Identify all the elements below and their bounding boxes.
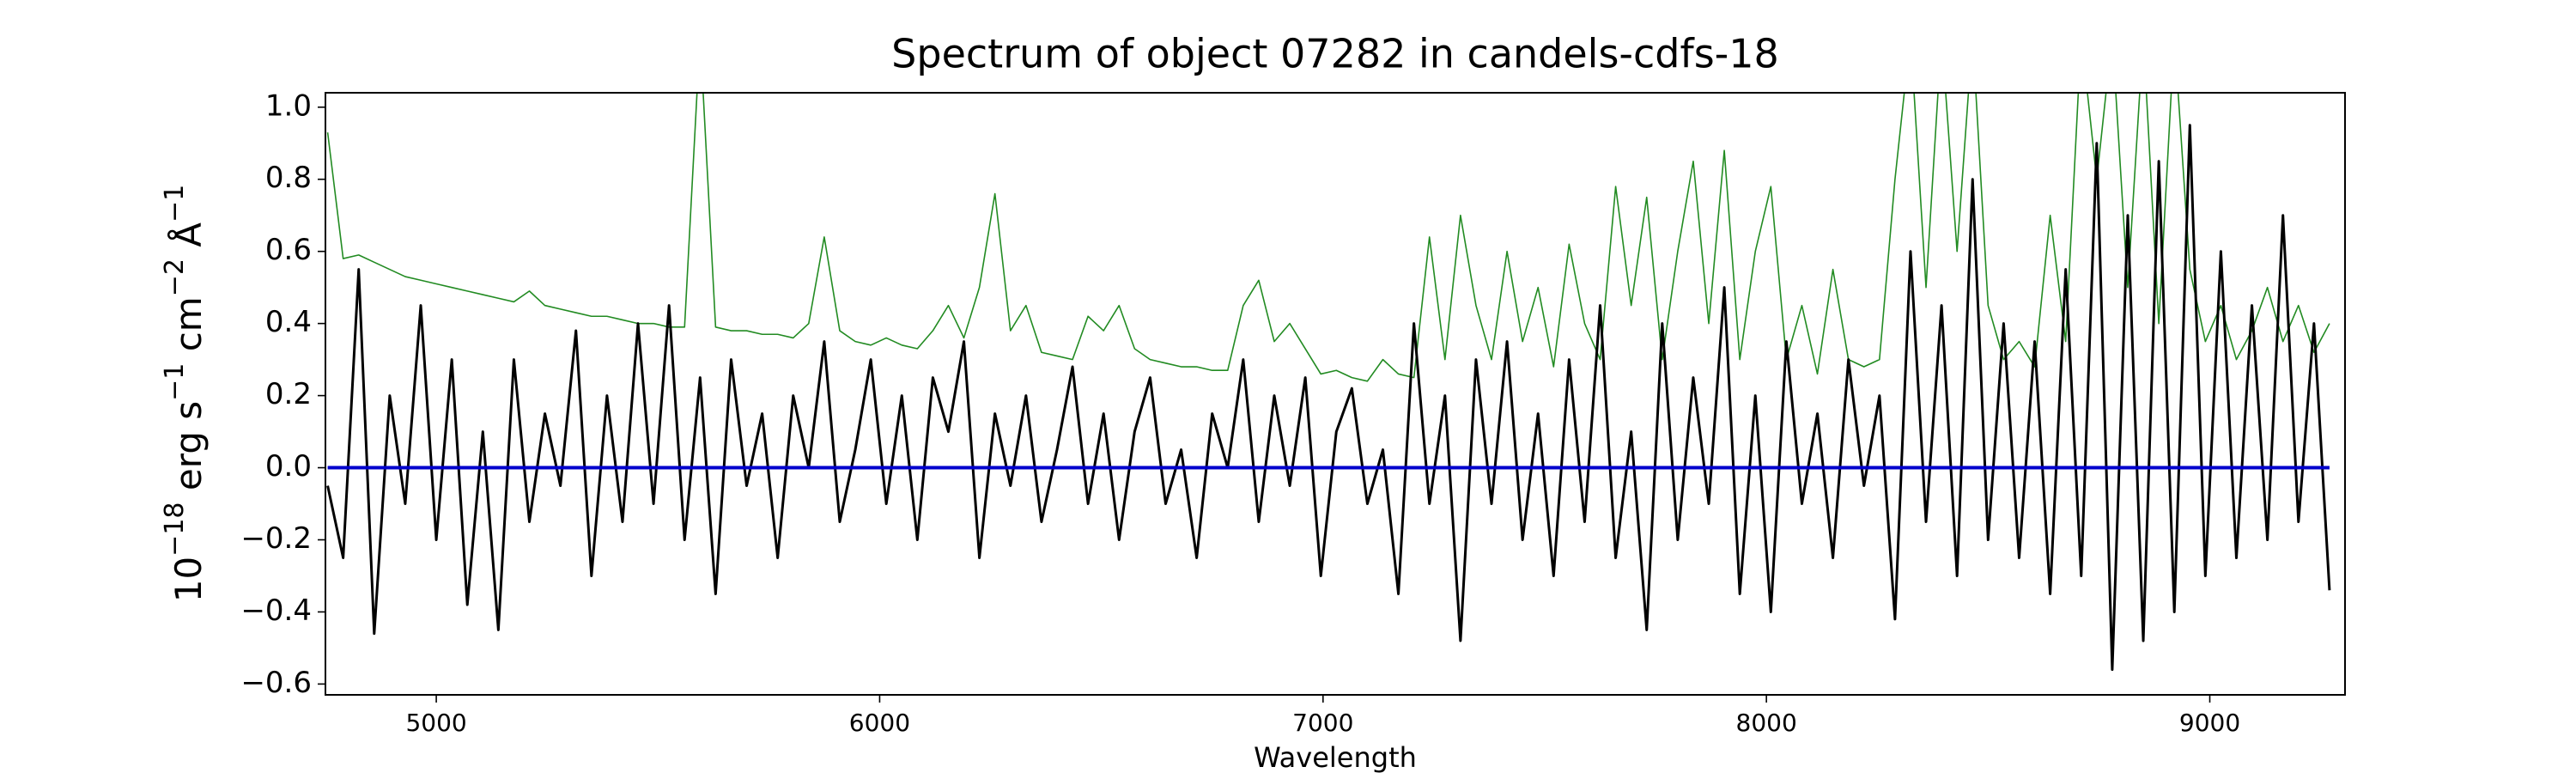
y-tick-label: 0.0: [265, 449, 312, 484]
y-axis-label-part: Å: [167, 222, 210, 259]
y-tick-label: 0.6: [265, 233, 312, 267]
plot-frame: [325, 92, 2346, 696]
x-tick-label: 6000: [849, 709, 910, 737]
y-axis-label-part: cm: [167, 296, 210, 362]
y-axis-label-part: −18: [160, 502, 190, 557]
y-axis-label-part: −1: [160, 185, 190, 222]
spectrum-line: [326, 93, 2330, 382]
y-axis-label-part: −2: [160, 259, 190, 296]
x-tick-label: 8000: [1736, 709, 1797, 737]
x-tick-label: 9000: [2179, 709, 2240, 737]
spectrum-line: [326, 124, 2331, 672]
y-tick-label: −0.4: [240, 593, 312, 628]
y-axis-label-part: 10: [167, 557, 210, 602]
y-tick-label: 0.2: [265, 377, 312, 411]
y-axis-label-part: −1: [160, 363, 190, 401]
x-tick-label: 7000: [1292, 709, 1353, 737]
y-axis-label-part: erg s: [167, 401, 210, 502]
y-tick-label: 1.0: [265, 88, 312, 123]
y-tick-label: 0.8: [265, 161, 312, 195]
y-tick-label: −0.2: [240, 521, 312, 556]
x-tick-label: 5000: [405, 709, 466, 737]
y-tick-label: −0.6: [240, 666, 312, 700]
y-axis-label: 10−18 erg s−1 cm−2 Å−1: [160, 185, 210, 603]
x-axis-label: Wavelength: [1254, 741, 1417, 773]
plot-area: [326, 93, 2331, 672]
y-tick-label: 0.4: [265, 305, 312, 339]
chart-title: Spectrum of object 07282 in candels-cdfs…: [891, 31, 1779, 77]
